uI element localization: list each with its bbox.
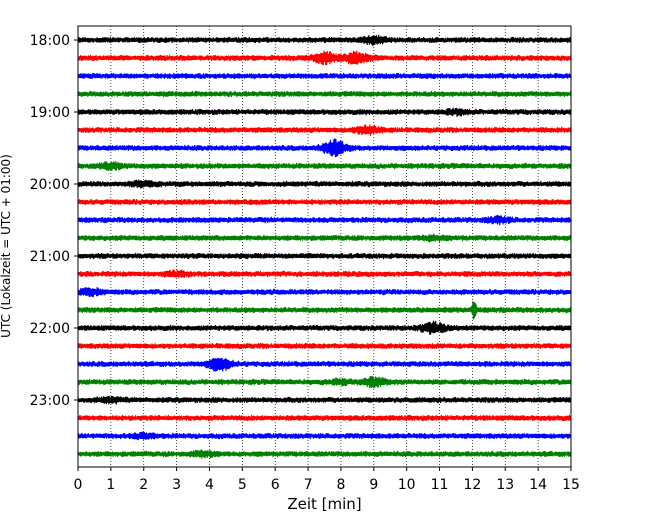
trace-2245 xyxy=(77,375,572,389)
x-axis-label: Zeit [min] xyxy=(287,495,361,513)
x-axis-ticks: 0 1 2 3 4 5 6 7 8 9 10 11 12 13 14 15 xyxy=(74,467,580,493)
x-tick-label: 8 xyxy=(336,477,345,493)
y-axis-label: UTC (Lokalzeit = UTC + 01:00) xyxy=(0,154,13,338)
trace-2000 xyxy=(77,179,572,189)
y-tick-label: 22:00 xyxy=(30,321,70,337)
trace-2230 xyxy=(77,357,572,372)
trace-2200 xyxy=(77,320,572,335)
trace-2315 xyxy=(77,414,572,422)
y-tick-label: 18:00 xyxy=(30,33,70,49)
trace-1900 xyxy=(77,107,572,117)
x-tick-label: 2 xyxy=(139,477,148,493)
trace-1930 xyxy=(77,138,572,158)
trace-2015 xyxy=(77,198,572,206)
trace-1800 xyxy=(77,34,572,46)
x-tick-label: 0 xyxy=(74,477,83,493)
trace-2030 xyxy=(77,215,572,226)
trace-1945 xyxy=(77,161,572,172)
y-tick-label: 19:00 xyxy=(30,105,70,121)
x-tick-label: 3 xyxy=(172,477,181,493)
trace-1845 xyxy=(77,90,572,98)
plot-frame xyxy=(77,25,572,468)
x-tick-label: 14 xyxy=(529,477,547,493)
y-tick-label: 23:00 xyxy=(30,393,70,409)
x-tick-label: 6 xyxy=(271,477,280,493)
x-tick-label: 9 xyxy=(369,477,378,493)
x-tick-label: 15 xyxy=(562,477,580,493)
trace-2045 xyxy=(77,233,572,243)
y-axis-ticks: 18:00 19:00 20:00 21:00 22:00 23:00 xyxy=(30,33,78,409)
x-tick-label: 4 xyxy=(205,477,214,493)
x-tick-label: 1 xyxy=(106,477,115,493)
trace-2145 xyxy=(77,301,572,320)
y-tick-label: 20:00 xyxy=(30,177,70,193)
x-tick-label: 12 xyxy=(463,477,481,493)
seismic-traces xyxy=(77,34,572,459)
trace-2130 xyxy=(77,287,572,298)
x-tick-label: 7 xyxy=(304,477,313,493)
x-tick-label: 10 xyxy=(398,477,416,493)
trace-1915 xyxy=(77,124,572,136)
trace-2330 xyxy=(77,431,572,441)
trace-2345 xyxy=(77,449,572,459)
trace-2300 xyxy=(77,395,572,405)
trace-1815 xyxy=(77,50,572,66)
y-tick-label: 21:00 xyxy=(30,249,70,265)
x-tick-label: 13 xyxy=(496,477,514,493)
x-tick-label: 5 xyxy=(238,477,247,493)
trace-1830 xyxy=(77,72,572,80)
trace-2100 xyxy=(77,252,572,260)
trace-2115 xyxy=(77,269,572,279)
trace-2215 xyxy=(77,342,572,350)
x-tick-label: 11 xyxy=(431,477,449,493)
